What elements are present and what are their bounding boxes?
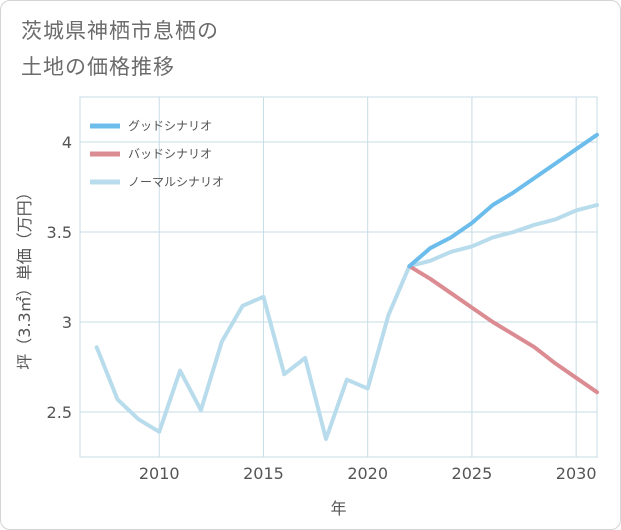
y-tick-label: 2.5	[47, 403, 72, 422]
legend-label[interactable]: グッドシナリオ	[128, 119, 212, 133]
plot-area-frame	[79, 96, 598, 458]
y-tick-label: 3	[62, 313, 72, 332]
x-tick-label: 2020	[347, 464, 388, 483]
x-tick-label: 2015	[243, 464, 284, 483]
chart-title-line1: 茨城県神栖市息栖の	[21, 19, 219, 43]
series-lines	[94, 132, 599, 441]
y-axis-title: 坪（3.3㎡）単価（万円）	[15, 184, 34, 369]
legend-label[interactable]: ノーマルシナリオ	[128, 175, 224, 189]
x-tick-label: 2030	[556, 464, 597, 483]
chart-title: 茨城県神栖市息栖の 土地の価格推移	[21, 13, 219, 85]
series-line-1[interactable]	[407, 264, 599, 395]
legend-label[interactable]: バッドシナリオ	[128, 147, 212, 161]
x-tick-label: 2025	[452, 464, 493, 483]
chart-title-line2: 土地の価格推移	[21, 55, 175, 79]
axis-tick-labels: 2010 2015 2020 2025 2030 2.5 3 3.5 4	[47, 133, 597, 483]
x-tick-label: 2010	[139, 464, 180, 483]
y-tick-label: 4	[62, 133, 72, 152]
series-line-2[interactable]	[94, 203, 599, 441]
y-tick-label: 3.5	[47, 223, 72, 242]
x-axis-title: 年	[330, 499, 346, 518]
series-line-0[interactable]	[407, 132, 599, 269]
